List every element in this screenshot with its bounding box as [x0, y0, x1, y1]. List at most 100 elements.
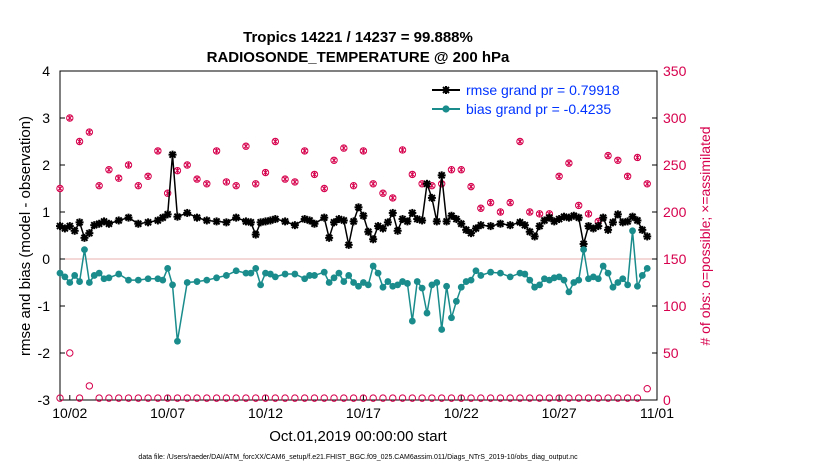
y2-tick-label: 100 [663, 298, 687, 314]
rmse-point-stroke [271, 215, 280, 223]
obs-possible-point [163, 394, 172, 402]
rmse-point-stroke [506, 221, 514, 229]
rmse-point-stroke [168, 150, 177, 159]
obs-possible-point [555, 394, 563, 402]
rmse-point-stroke [526, 228, 534, 236]
rmse-point [594, 222, 603, 231]
obs-possible-point [535, 394, 544, 402]
obs-possible-point [447, 394, 456, 402]
rmse-point-stroke [105, 220, 113, 228]
obs-assimilated-point [96, 182, 103, 189]
obs-possible-point [349, 394, 358, 402]
obs-possible-point [594, 394, 602, 402]
bias-point [95, 269, 103, 277]
rmse-point [114, 216, 123, 225]
rmse-point-stroke [66, 222, 74, 230]
rmse-point-stroke [173, 212, 182, 221]
rmse-point-stroke [222, 218, 231, 227]
bias-point [374, 269, 382, 277]
obs-possible-point [203, 394, 211, 402]
rmse-point [452, 215, 461, 224]
obs-possible-point [584, 394, 593, 402]
obs-possible-point [604, 394, 612, 402]
bias-point [115, 270, 123, 278]
obs-possible-point [369, 180, 377, 188]
y-tick-label: -3 [38, 392, 51, 408]
obs-possible-point [604, 151, 612, 160]
obs-possible-point [56, 184, 64, 193]
bias-point [472, 267, 480, 275]
obs-assimilated-point [634, 154, 641, 161]
obs-possible-point [300, 394, 309, 402]
x-tick-label: 11/01 [640, 405, 674, 421]
y2-tick-label: 250 [663, 157, 687, 173]
obs-assimilated-point [517, 138, 523, 145]
obs-assimilated-point [399, 146, 406, 153]
obs-possible-point [565, 159, 573, 167]
rmse-point-stroke [379, 224, 387, 233]
obs-assimilated-point [125, 162, 132, 168]
obs-possible-point [447, 166, 456, 174]
obs-possible-point [340, 394, 348, 402]
bias-point [384, 278, 392, 285]
chart-subtitle: RADIOSONDE_TEMPERATURE @ 200 hPa [207, 49, 510, 66]
obs-possible-point [398, 394, 407, 402]
bias-point [452, 297, 460, 305]
bias-point [609, 283, 617, 291]
obs-assimilated-point [311, 171, 318, 178]
bias-point [213, 274, 220, 282]
rmse-point [144, 218, 153, 227]
obs-assimilated-point [57, 185, 63, 192]
chart-title: Tropics 14221 / 14237 = 99.888% [243, 29, 473, 46]
rmse-point [432, 217, 441, 226]
obs-possible-point [506, 198, 514, 207]
rmse-point [520, 221, 529, 230]
bias-point [81, 246, 88, 254]
rmse-point [535, 222, 544, 231]
rmse-point-stroke [633, 216, 642, 225]
rmse-point [496, 219, 505, 228]
rmse-point-stroke [291, 221, 299, 229]
bias-point [66, 279, 74, 286]
y-axis-label: rmse and bias (model - observation) [17, 116, 34, 356]
obs-possible-point [124, 161, 133, 169]
obs-assimilated-point [526, 209, 533, 215]
obs-possible-point [242, 142, 250, 150]
obs-assimilated-point [184, 162, 191, 168]
obs-assimilated-point [360, 147, 367, 154]
rmse-point [183, 208, 192, 217]
rmse-point [442, 217, 451, 226]
obs-possible-point [193, 175, 201, 183]
rmse-point-stroke [159, 213, 167, 222]
obs-assimilated-point [487, 199, 494, 206]
bias-point [580, 246, 587, 254]
obs-possible-point [144, 172, 152, 180]
bias-point [125, 276, 132, 284]
obs-possible-point [408, 394, 417, 402]
obs-assimilated-point [223, 178, 230, 185]
rmse-point-stroke [144, 218, 152, 227]
obs-possible-point [496, 208, 505, 216]
obs-assimilated-point [213, 147, 220, 154]
rmse-point-stroke [452, 215, 461, 223]
obs-possible-point [330, 394, 338, 402]
rmse-point-stroke [256, 218, 265, 227]
obs-assimilated-point [106, 166, 112, 173]
rmse-point [354, 203, 363, 212]
obs-possible-point [291, 394, 299, 402]
obs-possible-point [379, 394, 387, 402]
obs-possible-point [183, 394, 191, 402]
bias-point [252, 265, 260, 272]
rmse-point-stroke [359, 212, 368, 220]
rmse-point [85, 229, 94, 238]
obs-assimilated-point [644, 180, 651, 187]
rmse-point [193, 213, 202, 222]
bias-point [306, 272, 313, 279]
bias-point [85, 279, 93, 286]
rmse-point-stroke [374, 222, 382, 230]
rmse-point-stroke [403, 217, 412, 226]
rmse-point-stroke [193, 213, 201, 222]
rmse-point-stroke [521, 221, 529, 229]
obs-assimilated-point [477, 205, 484, 212]
rmse-point [349, 217, 358, 226]
